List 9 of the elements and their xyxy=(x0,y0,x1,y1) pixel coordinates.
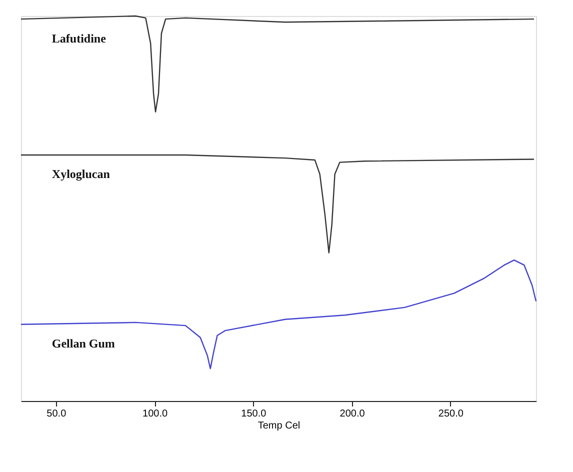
x-tick-label: 150.0 xyxy=(241,408,267,420)
series-label: Lafutidine xyxy=(52,31,107,46)
x-tick-label: 200.0 xyxy=(340,408,366,420)
x-tick-label: 100.0 xyxy=(142,408,168,420)
x-tick-label: 250.0 xyxy=(438,408,464,420)
series-label: Xyloglucan xyxy=(52,167,110,182)
x-tick-label: 50.0 xyxy=(46,408,67,420)
series-label: Gellan Gum xyxy=(52,336,115,351)
x-axis-title: Temp Cel xyxy=(258,420,300,432)
